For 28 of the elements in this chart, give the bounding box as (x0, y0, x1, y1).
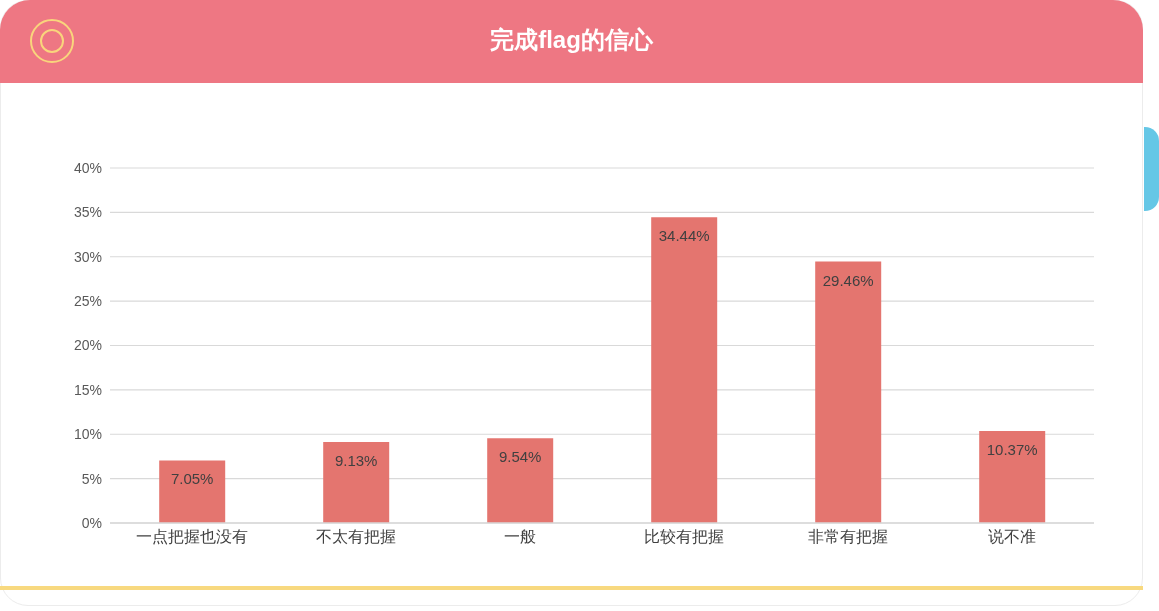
y-tick-label: 20% (73, 337, 102, 354)
chart-title: 完成flag的信心 (489, 25, 654, 55)
data-label: 7.05% (170, 470, 214, 488)
bar (159, 460, 226, 523)
y-tick-label: 10% (73, 426, 102, 443)
bar (487, 438, 554, 523)
data-label: 9.54% (498, 448, 542, 466)
y-tick-label: 25% (73, 293, 102, 310)
y-tick-label: 5% (81, 470, 102, 487)
x-tick-label: 一般 (504, 528, 536, 546)
y-tick-label: 15% (73, 381, 102, 398)
x-tick-label: 比较有把握 (644, 528, 724, 546)
y-tick-label: 35% (73, 204, 102, 221)
x-tick-label: 说不准 (988, 528, 1036, 546)
data-label: 29.46% (822, 271, 874, 289)
bar (651, 217, 718, 523)
bar (323, 441, 390, 523)
data-label: 10.37% (986, 440, 1038, 458)
x-tick-label: 不太有把握 (316, 528, 396, 546)
x-tick-label: 一点把握也没有 (136, 528, 248, 546)
y-tick-label: 0% (81, 514, 102, 531)
x-tick-label: 非常有把握 (808, 528, 888, 546)
y-tick-label: 30% (73, 248, 102, 265)
data-label: 34.44% (658, 227, 710, 245)
data-label: 9.13% (334, 451, 378, 469)
bar (979, 430, 1046, 523)
bar (815, 261, 882, 523)
y-tick-label: 40% (73, 159, 102, 176)
